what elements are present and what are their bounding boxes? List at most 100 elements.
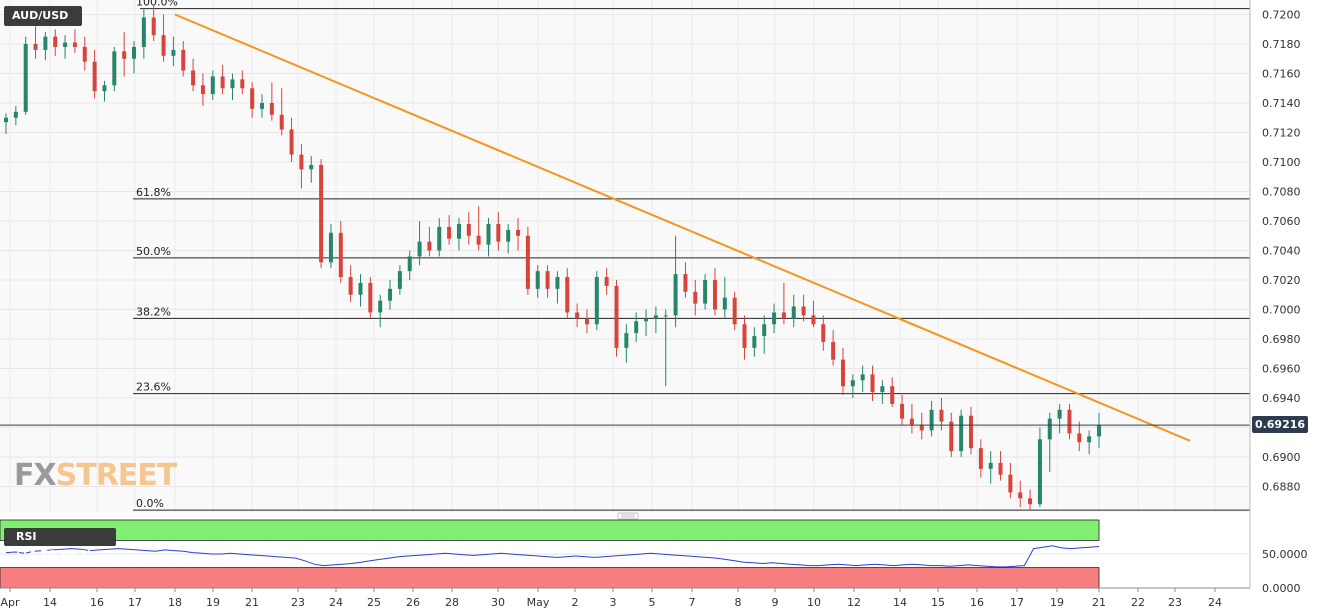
candle-body — [693, 291, 698, 304]
candle-body — [13, 111, 18, 118]
x-tick-label: 23 — [1168, 596, 1182, 609]
candle-body — [230, 79, 235, 89]
main-pane-background — [0, 0, 1250, 512]
candle-body — [594, 277, 599, 325]
candle-body — [634, 321, 639, 334]
candle-body — [516, 229, 521, 236]
candle-body — [614, 285, 619, 348]
x-tick-label: 18 — [168, 596, 182, 609]
candle-body — [102, 85, 107, 92]
rsi-oversold-zone — [0, 567, 1100, 589]
x-tick-label: 8 — [735, 596, 742, 609]
candle-body — [220, 76, 225, 89]
candle-body — [348, 277, 353, 295]
y-tick-label: 0.7040 — [1262, 245, 1301, 258]
x-tick-label: 24 — [1208, 596, 1222, 609]
fxstreet-logo: FXSTREET — [14, 458, 178, 493]
candle-body — [653, 315, 658, 319]
candle-body — [191, 70, 196, 86]
candle-body — [328, 232, 333, 263]
candle-body — [269, 103, 274, 115]
x-tick-label: 10 — [807, 596, 821, 609]
fib-level-label: 50.0% — [136, 245, 171, 258]
candle-body — [447, 226, 452, 239]
x-tick-label: May — [527, 596, 550, 609]
candle-body — [732, 297, 737, 325]
x-tick-label: 28 — [445, 596, 459, 609]
candle-body — [535, 271, 540, 289]
candle-body — [968, 415, 973, 449]
candle-body — [880, 386, 885, 393]
y-tick-label: 0.7200 — [1262, 9, 1301, 22]
fib-level-label: 61.8% — [136, 186, 171, 199]
y-tick-label: 0.6880 — [1262, 481, 1301, 494]
candle-body — [909, 418, 914, 425]
candle-body — [260, 103, 265, 109]
candles — [4, 5, 1101, 511]
x-tick-label: 21 — [1092, 596, 1106, 609]
y-tick-label: 0.7080 — [1262, 186, 1301, 199]
candle-body — [850, 380, 855, 387]
candle-body — [939, 409, 944, 422]
candle-body — [831, 341, 836, 360]
candle-body — [72, 42, 77, 47]
x-tick-label: 3 — [610, 596, 617, 609]
fib-level-label: 38.2% — [136, 305, 171, 318]
y-tick-label: 0.7100 — [1262, 156, 1301, 169]
candle-body — [1008, 474, 1013, 493]
x-tick-label: 12 — [847, 596, 861, 609]
candle-body — [801, 306, 806, 316]
candle-body — [4, 117, 8, 123]
x-tick-label: 23 — [291, 596, 305, 609]
x-tick-label: 21 — [245, 596, 259, 609]
candle-body — [63, 42, 68, 47]
candle-body — [496, 223, 501, 242]
x-tick-label: 17 — [1010, 596, 1024, 609]
candle-body — [545, 271, 550, 289]
fib-level-label: 23.6% — [136, 381, 171, 394]
candle-body — [663, 315, 668, 317]
candle-body — [132, 46, 137, 59]
candle-body — [407, 256, 412, 272]
trendline-group — [174, 13, 1191, 442]
candle-body — [1097, 425, 1101, 437]
y-tick-label: 0.7140 — [1262, 97, 1301, 110]
y-tick-label: 0.7020 — [1262, 274, 1301, 287]
x-tick-label: 5 — [649, 596, 656, 609]
candle-body — [1057, 409, 1062, 419]
candle-body — [624, 333, 629, 348]
grid — [0, 0, 1250, 512]
candle-body — [772, 312, 777, 325]
candle-body — [299, 154, 304, 170]
logo-street: STREET — [55, 458, 178, 493]
candle-body — [703, 280, 708, 304]
x-tick-label: 16 — [90, 596, 104, 609]
candle-body — [43, 36, 48, 50]
pane-resize-handle[interactable] — [617, 512, 639, 520]
candle-body — [929, 409, 934, 431]
y-tick-label: 0.7000 — [1262, 304, 1301, 317]
candle-body — [309, 164, 314, 170]
x-tick-label: 14 — [43, 596, 57, 609]
candle-body — [565, 277, 570, 313]
y-axis: 0.7200 0.7180 0.7160 0.7140 0.7120 0.7100 0.70… — [1249, 0, 1308, 595]
candle-body — [712, 280, 717, 310]
rsi-line — [5, 545, 1100, 568]
candle-body — [279, 114, 284, 130]
x-tick-label: 16 — [970, 596, 984, 609]
fibonacci-levels: 100.0% 61.8% 50.0% 38.2% 23.6% 0.0% — [133, 0, 1250, 511]
candle-body — [161, 35, 166, 56]
candle-body — [683, 274, 688, 292]
trendline — [174, 13, 1191, 442]
fib-level-label: 100.0% — [136, 0, 178, 9]
candle-body — [181, 49, 186, 71]
candle-body — [112, 51, 117, 86]
y-tick-label: 0.6940 — [1262, 392, 1301, 405]
candle-body — [604, 277, 609, 286]
candle-body — [840, 359, 845, 387]
candle-body — [466, 223, 471, 236]
candle-body — [151, 17, 156, 36]
candle-body — [575, 312, 580, 319]
candle-body — [1028, 498, 1033, 505]
